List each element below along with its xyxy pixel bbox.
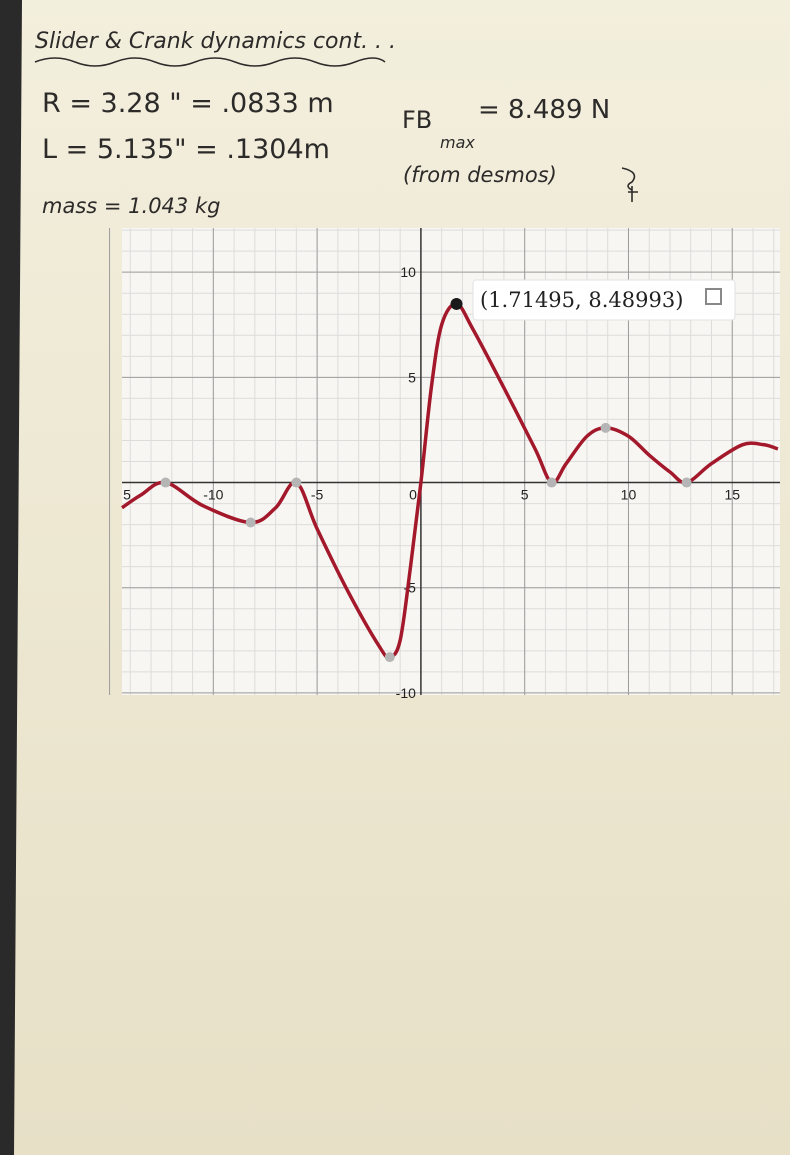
label-icon (705, 288, 722, 305)
y-tick-label: -10 (396, 685, 416, 701)
force-source: (from desmos) (403, 163, 557, 187)
x-tick-label: 5 (521, 487, 529, 503)
x-tick-label: -5 (311, 487, 324, 503)
r-line: R = 3.28 " = .0833 m (42, 88, 334, 119)
marked-point (291, 477, 302, 488)
title: Slider & Crank dynamics cont. . . (35, 29, 396, 54)
marked-point (384, 652, 395, 663)
y-tick-label: 5 (408, 369, 416, 385)
x-tick-label: 0 (409, 487, 417, 503)
mass-line: mass = 1.043 kg (42, 194, 220, 218)
curve (121, 302, 779, 660)
marked-point (546, 477, 557, 488)
x-tick-label: 10 (621, 487, 637, 503)
underline (34, 57, 386, 67)
y-tick-label: 10 (400, 264, 416, 280)
x-tick-label: -10 (203, 487, 223, 503)
marked-point (160, 477, 171, 488)
x-tick-label: 15 (724, 487, 740, 503)
marked-point (245, 517, 256, 528)
l-line: L = 5.135" = .1304m (42, 134, 330, 165)
marked-point (600, 422, 611, 433)
label-box (472, 279, 736, 321)
highlight-point (450, 297, 463, 310)
table-edge (0, 0, 22, 1155)
force-symbol: FB (402, 106, 432, 134)
force-value: = 8.489 N (478, 95, 610, 125)
x-tick-label: 5 (123, 487, 131, 503)
force-subscript: max (440, 133, 475, 152)
arrow (621, 167, 638, 202)
highlight-label: (1.71495, 8.48993) (480, 288, 683, 312)
marked-point (681, 477, 692, 488)
